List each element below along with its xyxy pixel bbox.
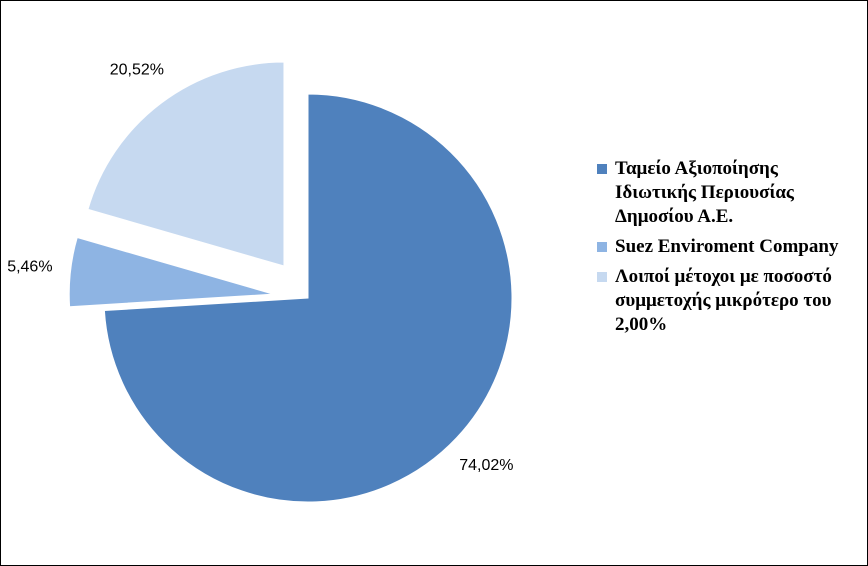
data-label: 20,52% xyxy=(110,62,164,79)
pie-slice xyxy=(103,93,513,503)
pie-slice xyxy=(87,61,285,267)
legend-swatch xyxy=(597,164,607,174)
legend-item: Ταμείο Αξιοποίησης Ιδιωτικής Περιουσίας … xyxy=(597,157,859,229)
pie-slice xyxy=(68,236,274,308)
legend-swatch xyxy=(597,242,607,252)
legend-label: Λοιποί μέτοχοι με ποσοστό συμμετοχής μικ… xyxy=(615,266,832,335)
data-label: 5,46% xyxy=(7,259,52,276)
legend-swatch xyxy=(597,272,607,282)
data-label: 74,02% xyxy=(459,457,513,474)
legend: Ταμείο Αξιοποίησης Ιδιωτικής Περιουσίας … xyxy=(597,157,859,343)
legend-label: Suez Enviroment Company xyxy=(615,236,839,257)
legend-item: Suez Enviroment Company xyxy=(597,235,859,259)
legend-label: Ταμείο Αξιοποίησης Ιδιωτικής Περιουσίας … xyxy=(615,158,794,227)
legend-item: Λοιποί μέτοχοι με ποσοστό συμμετοχής μικ… xyxy=(597,265,859,337)
